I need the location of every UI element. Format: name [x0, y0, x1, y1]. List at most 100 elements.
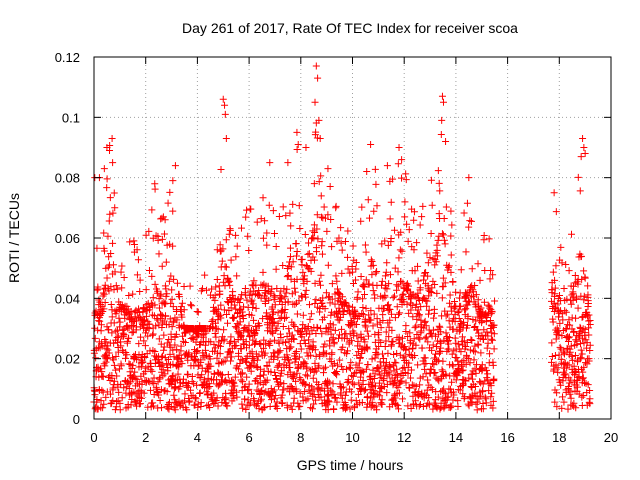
data-point	[295, 353, 303, 361]
data-point	[324, 293, 332, 301]
data-point	[399, 395, 407, 403]
data-point	[391, 314, 399, 322]
data-point	[382, 337, 390, 345]
data-point	[300, 380, 308, 388]
data-point	[248, 311, 256, 319]
data-point	[263, 362, 271, 370]
data-point	[229, 314, 237, 322]
data-point	[429, 277, 437, 285]
data-point	[488, 308, 496, 316]
data-point	[103, 175, 111, 183]
data-point	[222, 134, 230, 142]
data-point	[464, 301, 472, 309]
data-point	[276, 347, 284, 355]
data-point	[220, 272, 228, 280]
data-point	[151, 280, 159, 288]
data-point	[370, 387, 378, 395]
data-point	[314, 74, 322, 82]
data-point	[105, 349, 113, 357]
data-point	[95, 373, 103, 381]
data-point	[364, 332, 372, 340]
data-point	[394, 160, 402, 168]
data-point	[256, 372, 264, 380]
data-point	[267, 396, 275, 404]
data-point	[234, 365, 242, 373]
data-point	[429, 360, 437, 368]
data-point	[299, 397, 307, 405]
data-point	[428, 346, 436, 354]
data-point	[402, 176, 410, 184]
data-point	[336, 382, 344, 390]
data-point	[440, 236, 448, 244]
data-point	[157, 362, 165, 370]
data-point	[441, 389, 449, 397]
data-point	[198, 285, 206, 293]
data-point	[442, 137, 450, 145]
data-point	[580, 267, 588, 275]
data-point	[292, 387, 300, 395]
data-point	[298, 292, 306, 300]
data-point	[173, 316, 181, 324]
data-point	[570, 328, 578, 336]
data-point	[574, 173, 582, 181]
data-point	[293, 275, 301, 283]
data-point	[145, 267, 153, 275]
data-point	[416, 335, 424, 343]
data-point	[283, 285, 291, 293]
data-point	[365, 311, 373, 319]
data-point	[193, 381, 201, 389]
data-point	[408, 381, 416, 389]
data-point	[436, 323, 444, 331]
data-point	[263, 309, 271, 317]
data-point	[273, 324, 281, 332]
data-point	[478, 331, 486, 339]
data-point	[484, 339, 492, 347]
data-point	[375, 368, 383, 376]
data-point	[359, 304, 367, 312]
data-point	[467, 398, 475, 406]
data-point	[223, 402, 231, 410]
data-point	[178, 299, 186, 307]
data-point	[579, 368, 587, 376]
data-point	[437, 339, 445, 347]
data-point	[284, 298, 292, 306]
data-point	[329, 321, 337, 329]
data-point	[250, 277, 258, 285]
data-point	[409, 313, 417, 321]
data-point	[188, 372, 196, 380]
data-point	[224, 319, 232, 327]
data-point	[488, 389, 496, 397]
data-point	[398, 291, 406, 299]
data-point	[448, 361, 456, 369]
data-point	[446, 299, 454, 307]
data-point	[313, 323, 321, 331]
data-point	[167, 402, 175, 410]
data-point	[149, 402, 157, 410]
data-point	[577, 252, 585, 260]
data-point	[381, 237, 389, 245]
data-point	[252, 363, 260, 371]
data-point	[207, 362, 215, 370]
data-point	[305, 345, 313, 353]
data-point	[286, 359, 294, 367]
data-point	[358, 398, 366, 406]
data-point	[264, 327, 272, 335]
data-point	[429, 326, 437, 334]
data-point	[100, 400, 108, 408]
data-point	[149, 399, 157, 407]
data-point	[217, 342, 225, 350]
data-point	[583, 312, 591, 320]
data-point	[470, 356, 478, 364]
data-point	[286, 253, 294, 261]
data-point	[401, 198, 409, 206]
data-point	[177, 354, 185, 362]
data-point	[489, 336, 497, 344]
data-point	[339, 343, 347, 351]
data-point	[375, 379, 383, 387]
data-point	[112, 353, 120, 361]
data-point	[567, 376, 575, 384]
data-point	[210, 389, 218, 397]
data-point	[107, 390, 115, 398]
data-point	[483, 366, 491, 374]
data-point	[204, 374, 212, 382]
